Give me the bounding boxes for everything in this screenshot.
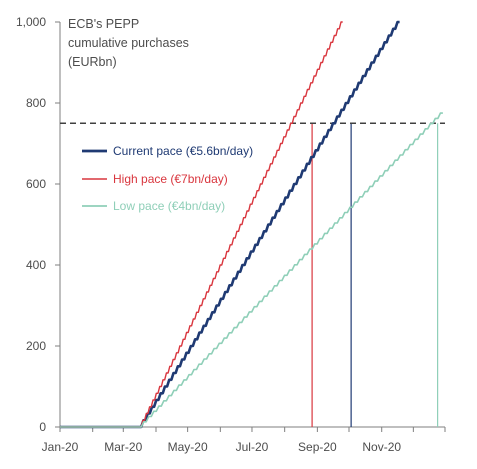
x-tick-label: Jul-20 [236, 440, 269, 454]
title-line-1: ECB's PEPP [68, 17, 139, 31]
y-tick-label: 800 [26, 96, 46, 110]
x-tick-label: Mar-20 [104, 440, 142, 454]
series-line [60, 21, 343, 428]
legend: Current pace (€5.6bn/day) High pace (€7bn… [82, 144, 253, 213]
series-lines [60, 20, 443, 429]
y-tick-label: 200 [26, 339, 46, 353]
y-tick-label: 0 [39, 420, 46, 434]
series-line [60, 20, 400, 429]
legend-label: Low pace (€4bn/day) [113, 199, 225, 213]
chart-title: ECB's PEPP cumulative purchases (EURbn) [68, 17, 189, 69]
legend-label: High pace (€7bn/day) [113, 172, 228, 186]
x-axis-ticks: Jan-20 Mar-20 May-20 Jul-20 Sep-20 Nov-20 [42, 427, 446, 454]
y-tick-label: 1,000 [16, 15, 46, 29]
y-tick-label: 600 [26, 177, 46, 191]
series-line [60, 112, 443, 428]
title-line-3: (EURbn) [68, 55, 117, 69]
legend-label: Current pace (€5.6bn/day) [113, 144, 253, 158]
x-tick-label: Sep-20 [298, 440, 337, 454]
y-tick-label: 400 [26, 258, 46, 272]
axes [59, 22, 445, 428]
x-tick-label: Nov-20 [362, 440, 401, 454]
title-line-2: cumulative purchases [68, 36, 189, 50]
threshold-drop-lines [311, 123, 439, 427]
x-tick-label: Jan-20 [42, 440, 79, 454]
y-axis-ticks: 0 200 400 600 800 1,000 [16, 15, 60, 434]
x-tick-label: May-20 [168, 440, 208, 454]
